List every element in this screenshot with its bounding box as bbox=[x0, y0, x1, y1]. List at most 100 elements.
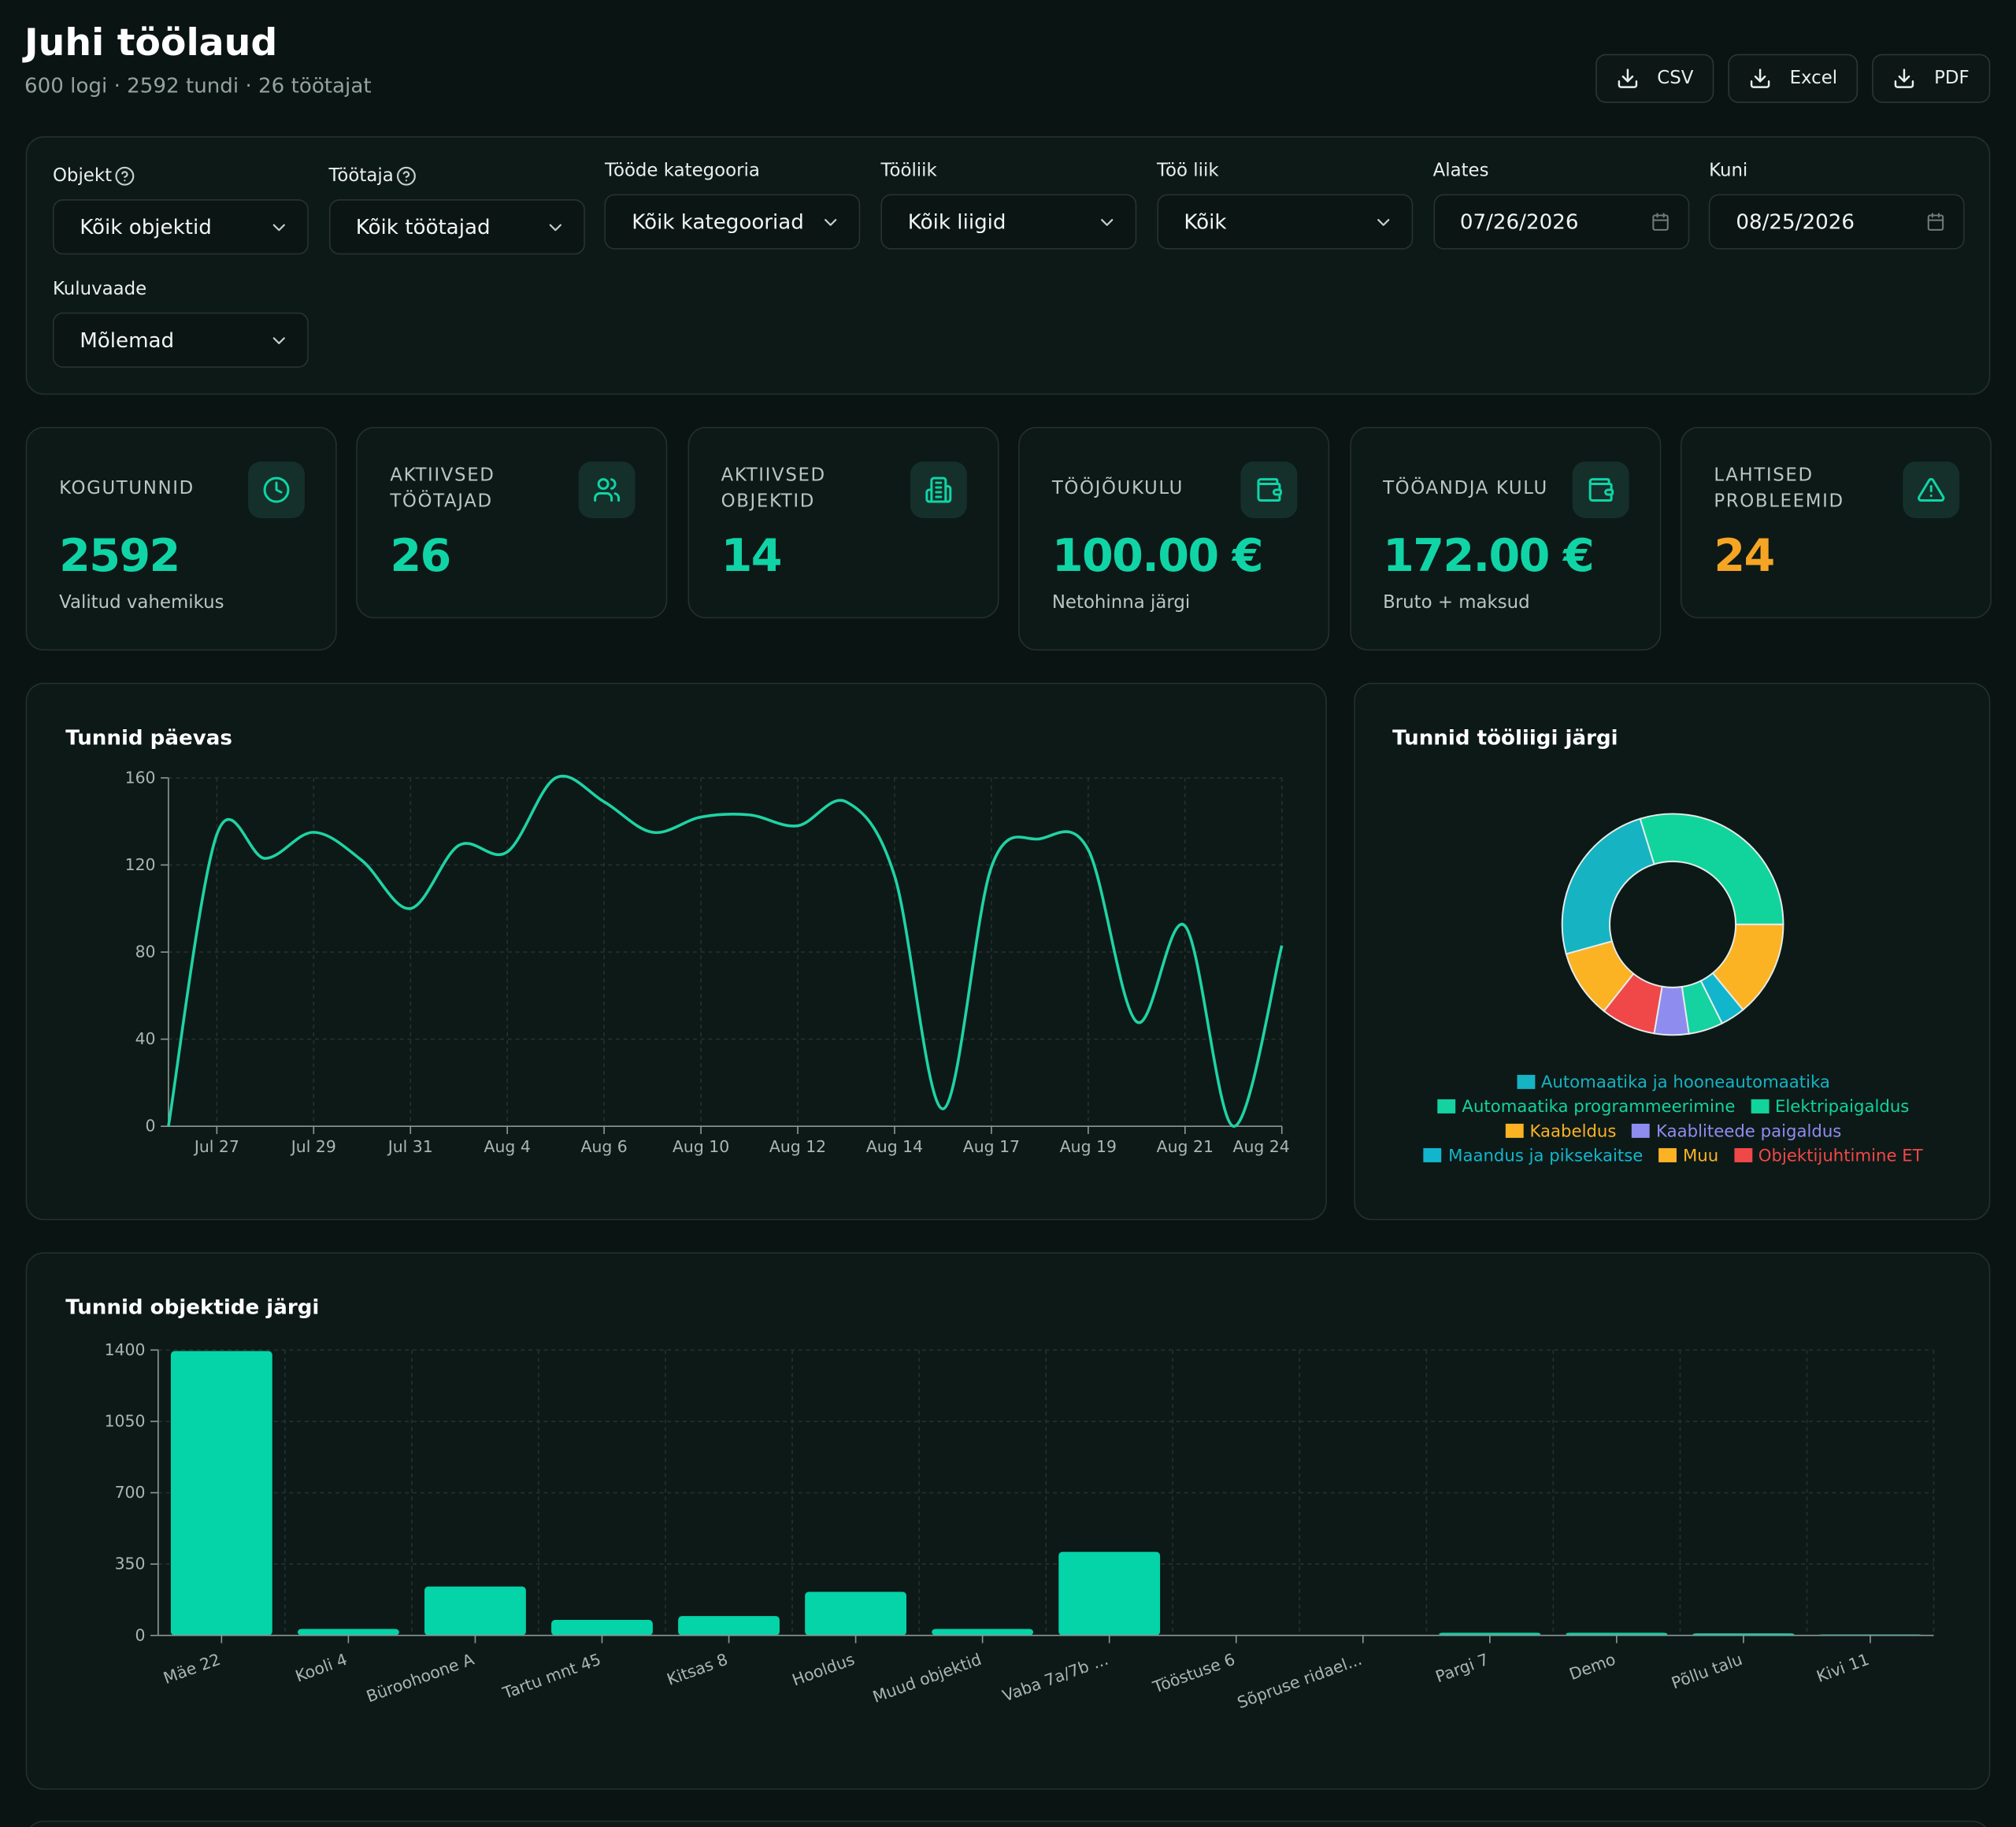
filter-label-text: Töötaja bbox=[328, 165, 394, 187]
filter-label-text: Kuni bbox=[1709, 161, 1748, 182]
x-tick-label: Aug 14 bbox=[866, 1137, 923, 1156]
kpi-icon bbox=[579, 461, 636, 518]
select[interactable]: Kõik kategooriad bbox=[604, 194, 861, 250]
select[interactable]: Kõik bbox=[1157, 194, 1413, 250]
pie-slice bbox=[1639, 813, 1784, 925]
filter-label: Alates bbox=[1433, 161, 1489, 181]
legend-item: Kaabliteede paigaldus bbox=[1632, 1121, 1841, 1143]
button-label: PDF bbox=[1934, 68, 1970, 89]
date-input[interactable]: 07/26/2026 bbox=[1432, 194, 1689, 250]
page-subtitle: 600 logi · 2592 tundi · 26 töötajat bbox=[24, 73, 372, 98]
legend-swatch bbox=[1437, 1099, 1456, 1114]
kpi-icon-users-path bbox=[614, 492, 621, 502]
help-icon bbox=[115, 166, 135, 186]
kpi-icon-building-path bbox=[930, 476, 947, 503]
kpi-note: Bruto + maksud bbox=[1383, 592, 1530, 613]
x-tick-label: Aug 19 bbox=[1060, 1137, 1117, 1156]
x-tick-label: Pargi 7 bbox=[1433, 1650, 1492, 1686]
chevron-icon bbox=[272, 336, 285, 344]
filter-value: Kõik töötajad bbox=[355, 214, 491, 239]
x-tick-label: Hooldus bbox=[790, 1650, 858, 1690]
x-tick-label: Aug 21 bbox=[1157, 1137, 1214, 1156]
y-tick-label: 350 bbox=[115, 1555, 146, 1573]
chevron-icon bbox=[1377, 218, 1390, 225]
kpi-icon-alert-path bbox=[1918, 478, 1945, 502]
x-tick-label: Jul 29 bbox=[290, 1137, 336, 1156]
x-tick-label: Põllu talu bbox=[1669, 1650, 1744, 1693]
y-tick-label: 120 bbox=[125, 855, 156, 874]
download-icon bbox=[1750, 69, 1770, 88]
calendar-icon bbox=[1651, 213, 1668, 231]
kpi-icon-alert bbox=[1918, 478, 1945, 502]
kpi-icon-wallet-path bbox=[1257, 478, 1283, 496]
filter-value: Kõik bbox=[1184, 209, 1227, 235]
download-icon-path bbox=[1895, 80, 1914, 88]
export-button[interactable]: Excel bbox=[1728, 54, 1858, 103]
kpi-icon-users bbox=[594, 478, 621, 502]
x-tick-label: Jul 31 bbox=[387, 1137, 433, 1156]
bar-chart: Tunnid objektide järgi 0 350 700 1050 1400 Mäe… bbox=[65, 1296, 1935, 1712]
filter-label-text: Tööde kategooria bbox=[604, 161, 760, 182]
x-tick-label: Tööstuse 6 bbox=[1150, 1650, 1237, 1697]
legend-label: Kaabeldus bbox=[1529, 1122, 1617, 1142]
kpi-icon bbox=[1572, 461, 1629, 518]
select[interactable]: Kõik objektid bbox=[52, 199, 309, 255]
kpi-value: 100.00 € bbox=[1051, 531, 1264, 583]
kpi-card: KOGUTUNNID 2592 Valitud vahemikus bbox=[25, 427, 337, 651]
button-label: CSV bbox=[1657, 68, 1694, 89]
kpi-icon-wallet-path bbox=[1588, 480, 1612, 502]
download-icon bbox=[1618, 69, 1637, 88]
filter-value: 08/25/2026 bbox=[1736, 209, 1855, 235]
legend-label: Elektripaigaldus bbox=[1775, 1098, 1910, 1117]
y-tick-label: 1400 bbox=[105, 1340, 146, 1359]
kpi-value: 2592 bbox=[59, 531, 180, 583]
filter-value: Kõik kategooriad bbox=[632, 209, 804, 235]
line-chart: Tunnid päevas 0 40 80 120 160 Jul 27 Jul 29 Jul … bbox=[65, 726, 1289, 1156]
filter-label: Töö liik bbox=[1157, 161, 1218, 181]
bar bbox=[805, 1592, 907, 1636]
kpi-card: AKTIIVSED TÖÖTAJAD 26 bbox=[356, 427, 668, 619]
chevron-icon-path bbox=[825, 218, 837, 225]
x-tick-label: Aug 12 bbox=[769, 1137, 826, 1156]
kpi-icon-users-path bbox=[594, 492, 613, 502]
filter-label: Tööde kategooria bbox=[605, 161, 760, 181]
legend-label: Objektijuhtimine ET bbox=[1758, 1147, 1923, 1166]
line-card: Tunnid päevas 0 40 80 120 160 Jul 27 Jul 29 Jul … bbox=[25, 682, 1327, 1221]
bar bbox=[1566, 1632, 1668, 1636]
help-icon bbox=[397, 166, 416, 186]
legend-label: Kaabliteede paigaldus bbox=[1656, 1122, 1842, 1142]
date-input[interactable]: 08/25/2026 bbox=[1709, 194, 1965, 250]
bar-card: Tunnid objektide järgi 0 350 700 1050 1400 Mäe… bbox=[25, 1252, 1991, 1790]
kpi-icon-wallet-path bbox=[1588, 478, 1614, 496]
help-icon-path bbox=[115, 166, 135, 186]
line-series bbox=[167, 774, 1284, 1128]
bar bbox=[678, 1616, 780, 1636]
pie-chart: Tunnid tööliigi järgi bbox=[1392, 726, 1784, 1036]
select[interactable]: Kõik töötajad bbox=[328, 199, 585, 255]
legend: Automaatika ja hooneautomaatika Automaati… bbox=[1406, 1073, 1940, 1168]
kpi-icon bbox=[248, 461, 305, 518]
y-tick-label: 0 bbox=[135, 1625, 146, 1644]
kpi-card: AKTIIVSED OBJEKTID 14 bbox=[687, 427, 999, 619]
filter-label-text: Töö liik bbox=[1157, 161, 1219, 182]
chevron-icon-path bbox=[549, 223, 561, 231]
page-title: Juhi töölaud bbox=[24, 20, 278, 65]
export-button[interactable]: CSV bbox=[1595, 54, 1714, 103]
select[interactable]: Mõlemad bbox=[52, 312, 309, 368]
filter-label-text: Alates bbox=[1432, 161, 1489, 182]
legend-label: Maandus ja piksekaitse bbox=[1448, 1147, 1644, 1166]
select[interactable]: Kõik liigid bbox=[880, 194, 1137, 250]
filter-label: Kuluvaade bbox=[53, 279, 146, 299]
x-tick-label: Aug 10 bbox=[673, 1137, 729, 1156]
x-tick-label: Sõpruse ridael... bbox=[1235, 1650, 1365, 1712]
chevron-icon-path bbox=[1377, 218, 1390, 225]
x-tick-label: Vaba 7a/7b ... bbox=[1000, 1650, 1111, 1706]
kpi-icon bbox=[910, 461, 967, 518]
help-icon-path bbox=[397, 166, 416, 186]
download-icon bbox=[1895, 69, 1914, 88]
filter-label: Kuni bbox=[1709, 161, 1747, 181]
kpi-label: TÖÖJÕUKULU bbox=[1051, 478, 1184, 499]
export-button[interactable]: PDF bbox=[1872, 54, 1991, 103]
